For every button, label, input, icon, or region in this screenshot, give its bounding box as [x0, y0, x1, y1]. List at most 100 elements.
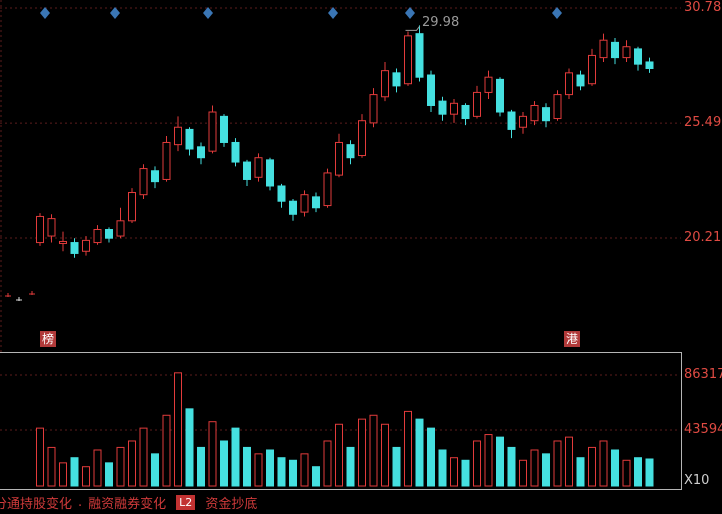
tab-separator: .	[78, 494, 83, 510]
diamond-marker	[405, 7, 415, 19]
tab-holdings-change[interactable]: 分通持股变化	[0, 496, 73, 512]
candle	[542, 107, 550, 122]
candlestick-chart[interactable]	[0, 0, 722, 352]
event-marker-left[interactable]: 榜	[40, 331, 56, 347]
candle	[174, 126, 182, 146]
candle	[473, 91, 481, 117]
volume-bar	[254, 453, 263, 487]
volume-bar	[335, 423, 343, 487]
candle	[105, 229, 113, 239]
price-axis-label: 25.49	[684, 115, 722, 130]
volume-bar	[231, 427, 240, 487]
volume-bar	[162, 414, 171, 487]
volume-axis-label: 43594	[684, 422, 722, 437]
volume-bar	[427, 427, 435, 487]
candle	[162, 141, 171, 180]
candle	[59, 240, 67, 244]
candle	[36, 215, 44, 244]
event-marker-right[interactable]: 港	[564, 331, 580, 347]
volume-bar	[415, 418, 424, 487]
candle	[450, 102, 458, 115]
volume-bar	[484, 434, 493, 487]
volume-bar	[438, 449, 447, 487]
volume-bar	[369, 414, 378, 487]
candle	[461, 104, 470, 120]
volume-bar	[530, 449, 539, 487]
candle	[392, 72, 401, 87]
volume-unit-label: X10	[684, 473, 710, 488]
volume-bar	[208, 421, 217, 487]
candle	[404, 35, 412, 85]
candle	[634, 48, 642, 65]
candle	[565, 72, 573, 96]
candle	[151, 170, 159, 183]
candle	[220, 115, 228, 143]
volume-pane[interactable]	[0, 352, 682, 490]
candle	[139, 168, 148, 196]
volume-bar	[47, 446, 56, 487]
diamond-marker	[203, 7, 213, 19]
volume-bar	[151, 453, 159, 487]
diamond-marker	[40, 7, 50, 19]
volume-bar	[323, 440, 332, 487]
volume-bar	[461, 459, 470, 487]
volume-bar	[542, 453, 550, 487]
volume-bar	[588, 446, 596, 487]
volume-bar	[266, 449, 274, 487]
volume-bar	[59, 462, 67, 487]
candle	[599, 39, 608, 59]
volume-bar	[565, 436, 573, 487]
volume-bar	[576, 457, 585, 487]
candle	[507, 111, 516, 130]
candle	[300, 194, 309, 213]
volume-bar	[519, 459, 527, 487]
candle	[381, 70, 389, 98]
candle	[185, 128, 194, 150]
peak-pointer-line	[405, 26, 420, 31]
candle	[335, 141, 343, 176]
diamond-marker	[552, 7, 562, 19]
candle	[231, 141, 240, 163]
candle	[369, 94, 378, 124]
l2-badge[interactable]: L2	[176, 494, 196, 510]
candle	[576, 74, 585, 87]
volume-bar	[346, 446, 355, 487]
candle	[197, 146, 205, 159]
volume-bar	[105, 462, 113, 487]
candle	[588, 54, 596, 85]
candle	[645, 61, 654, 69]
volume-bar	[82, 466, 90, 487]
volume-bar	[300, 453, 309, 487]
volume-bar	[128, 440, 136, 487]
volume-bar	[611, 449, 619, 487]
candle	[312, 196, 320, 209]
volume-bar	[404, 410, 412, 487]
candle	[358, 120, 366, 157]
volume-bar	[553, 440, 562, 487]
volume-chart[interactable]	[0, 353, 680, 489]
volume-bar	[473, 440, 481, 487]
candle	[208, 111, 217, 152]
tab-margin-change[interactable]: 融资融券变化	[88, 496, 167, 512]
candle	[70, 242, 79, 254]
volume-bar	[622, 459, 631, 487]
volume-bar	[277, 457, 286, 487]
volume-bar	[116, 446, 125, 487]
volume-bar	[450, 457, 458, 487]
diamond-marker	[110, 7, 120, 19]
candle	[47, 218, 56, 237]
volume-bar	[139, 427, 148, 487]
candle	[277, 185, 286, 202]
peak-price-annotation: 29.98	[422, 15, 460, 30]
volume-bar	[634, 457, 642, 487]
candle	[346, 144, 355, 159]
diamond-marker	[328, 7, 338, 19]
volume-bar	[392, 446, 401, 487]
volume-bar	[243, 446, 251, 487]
candle	[611, 41, 619, 59]
candle	[484, 76, 493, 93]
volume-bar	[36, 427, 44, 487]
candle	[254, 157, 263, 178]
candle	[519, 115, 527, 128]
tab-fund-bottom[interactable]: 资金抄底	[205, 496, 258, 512]
